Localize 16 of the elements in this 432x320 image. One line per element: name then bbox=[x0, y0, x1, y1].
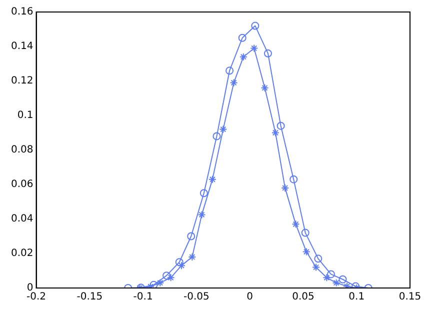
y-tick-label: 0.04 bbox=[11, 214, 34, 225]
y-tick-label: 0.08 bbox=[11, 144, 34, 156]
y-tick-label: 0.14 bbox=[11, 41, 34, 52]
x-tick-label: -0.1 bbox=[133, 292, 153, 303]
y-tick-label: 0.16 bbox=[11, 6, 34, 18]
x-tick-label: -0.2 bbox=[26, 292, 46, 303]
y-tick-label: 0.1 bbox=[17, 110, 34, 122]
x-tick-label: 0.05 bbox=[292, 292, 314, 303]
x-tick-label: -0.15 bbox=[76, 292, 103, 303]
y-tick-label: 0.12 bbox=[11, 76, 34, 87]
y-tick-label: 0.02 bbox=[11, 248, 34, 260]
x-tick-label: 0 bbox=[246, 292, 254, 303]
x-tick-label: -0.05 bbox=[184, 292, 210, 303]
x-tick-label: 0.15 bbox=[398, 292, 422, 303]
x-tick-label: 0.1 bbox=[348, 292, 365, 303]
y-tick-label: 0.06 bbox=[11, 179, 34, 190]
